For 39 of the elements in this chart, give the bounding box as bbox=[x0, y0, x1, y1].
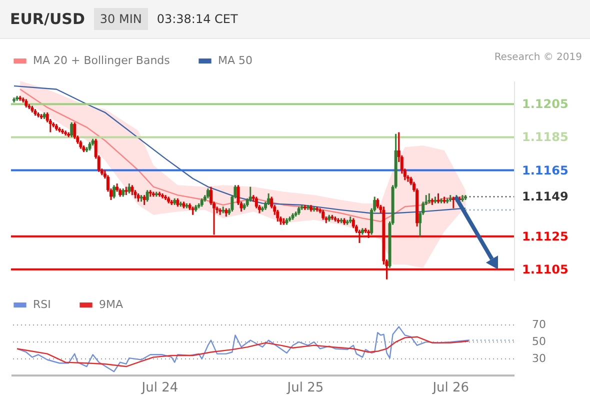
candlestick bbox=[248, 186, 252, 202]
x-tick-label: Jul 26 bbox=[432, 380, 470, 395]
y-tick-label: 30 bbox=[532, 352, 546, 365]
candlestick bbox=[254, 196, 258, 210]
candlestick bbox=[70, 122, 74, 138]
line-series bbox=[16, 336, 470, 368]
y-tick-label: 1.1185 bbox=[522, 130, 568, 144]
candlestick bbox=[128, 182, 131, 194]
candlestick bbox=[428, 192, 431, 204]
legend-label: 9MA bbox=[99, 298, 124, 311]
y-tick-label: 1.1125 bbox=[522, 229, 568, 244]
x-tick-label: Jul 24 bbox=[140, 380, 178, 395]
candlestick bbox=[206, 188, 210, 200]
chart-title: EUR/USD bbox=[10, 10, 85, 28]
candlestick bbox=[267, 192, 270, 206]
y-tick-label: 1.1149 bbox=[522, 190, 568, 204]
legend-label: RSI bbox=[33, 298, 51, 311]
candlestick bbox=[376, 198, 380, 210]
candlestick bbox=[112, 184, 116, 200]
candlestick bbox=[352, 217, 355, 229]
text: Research © 2019 bbox=[494, 52, 582, 63]
y-tick-label: 70 bbox=[532, 318, 546, 331]
candlestick bbox=[130, 184, 134, 196]
x-tick-label: Jul 25 bbox=[286, 380, 324, 395]
candlestick bbox=[73, 122, 76, 140]
candlestick bbox=[436, 192, 440, 204]
chart-subtitle: 30 MIN bbox=[94, 8, 148, 30]
y-tick-label: 1.1205 bbox=[522, 97, 568, 112]
candlestick bbox=[142, 194, 146, 206]
y-tick-label: 1.1165 bbox=[522, 163, 568, 178]
text: 03:38:14 CET bbox=[156, 12, 238, 26]
candlestick bbox=[358, 229, 361, 244]
y-tick-label: 1.1105 bbox=[522, 262, 568, 276]
candlestick bbox=[146, 189, 149, 202]
y-tick-label: 50 bbox=[532, 334, 546, 348]
legend-label: MA 50 bbox=[218, 54, 253, 67]
legend-label: MA 20 + Bollinger Bands bbox=[33, 54, 170, 67]
candlestick bbox=[322, 209, 325, 221]
candlestick bbox=[276, 209, 280, 222]
